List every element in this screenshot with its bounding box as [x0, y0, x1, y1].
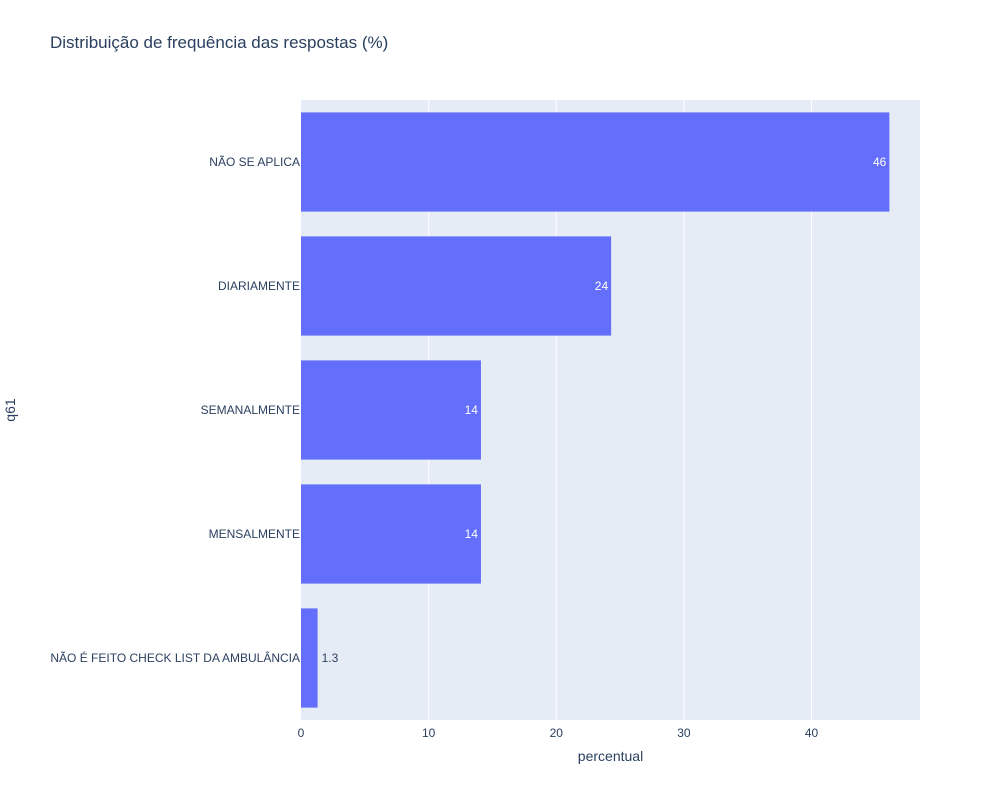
bar-value-label: 1.3 — [322, 651, 339, 665]
y-tick-label: NÃO É FEITO CHECK LIST DA AMBULÂNCIA — [50, 650, 300, 665]
y-tick-label: MENSALMENTE — [209, 527, 300, 541]
x-tick-label: 10 — [422, 726, 436, 740]
y-tick-label: SEMANALMENTE — [201, 403, 300, 417]
bar — [301, 236, 612, 336]
bar — [301, 360, 481, 460]
bar — [301, 484, 481, 584]
bar-value-label: 14 — [465, 403, 479, 417]
bar-value-label: 14 — [465, 527, 479, 541]
x-axis-ticks: 0 10 20 30 40 — [298, 726, 819, 740]
bars: 46 24 14 14 1.3 — [301, 112, 890, 708]
y-tick-label: NÃO SE APLICA — [209, 155, 300, 169]
y-tick-label: DIARIAMENTE — [218, 279, 300, 293]
x-tick-label: 30 — [677, 726, 691, 740]
x-axis-title: percentual — [578, 748, 643, 764]
x-tick-label: 0 — [298, 726, 305, 740]
x-tick-label: 40 — [805, 726, 819, 740]
bar — [301, 112, 890, 212]
bar — [301, 608, 318, 708]
chart-title: Distribuição de frequência das respostas… — [50, 33, 389, 52]
x-tick-label: 20 — [550, 726, 564, 740]
y-axis-ticks: NÃO SE APLICA DIARIAMENTE SEMANALMENTE MENS… — [50, 155, 300, 665]
bar-value-label: 46 — [873, 155, 887, 169]
bar-value-label: 24 — [595, 279, 609, 293]
y-axis-title: q61 — [2, 398, 18, 422]
